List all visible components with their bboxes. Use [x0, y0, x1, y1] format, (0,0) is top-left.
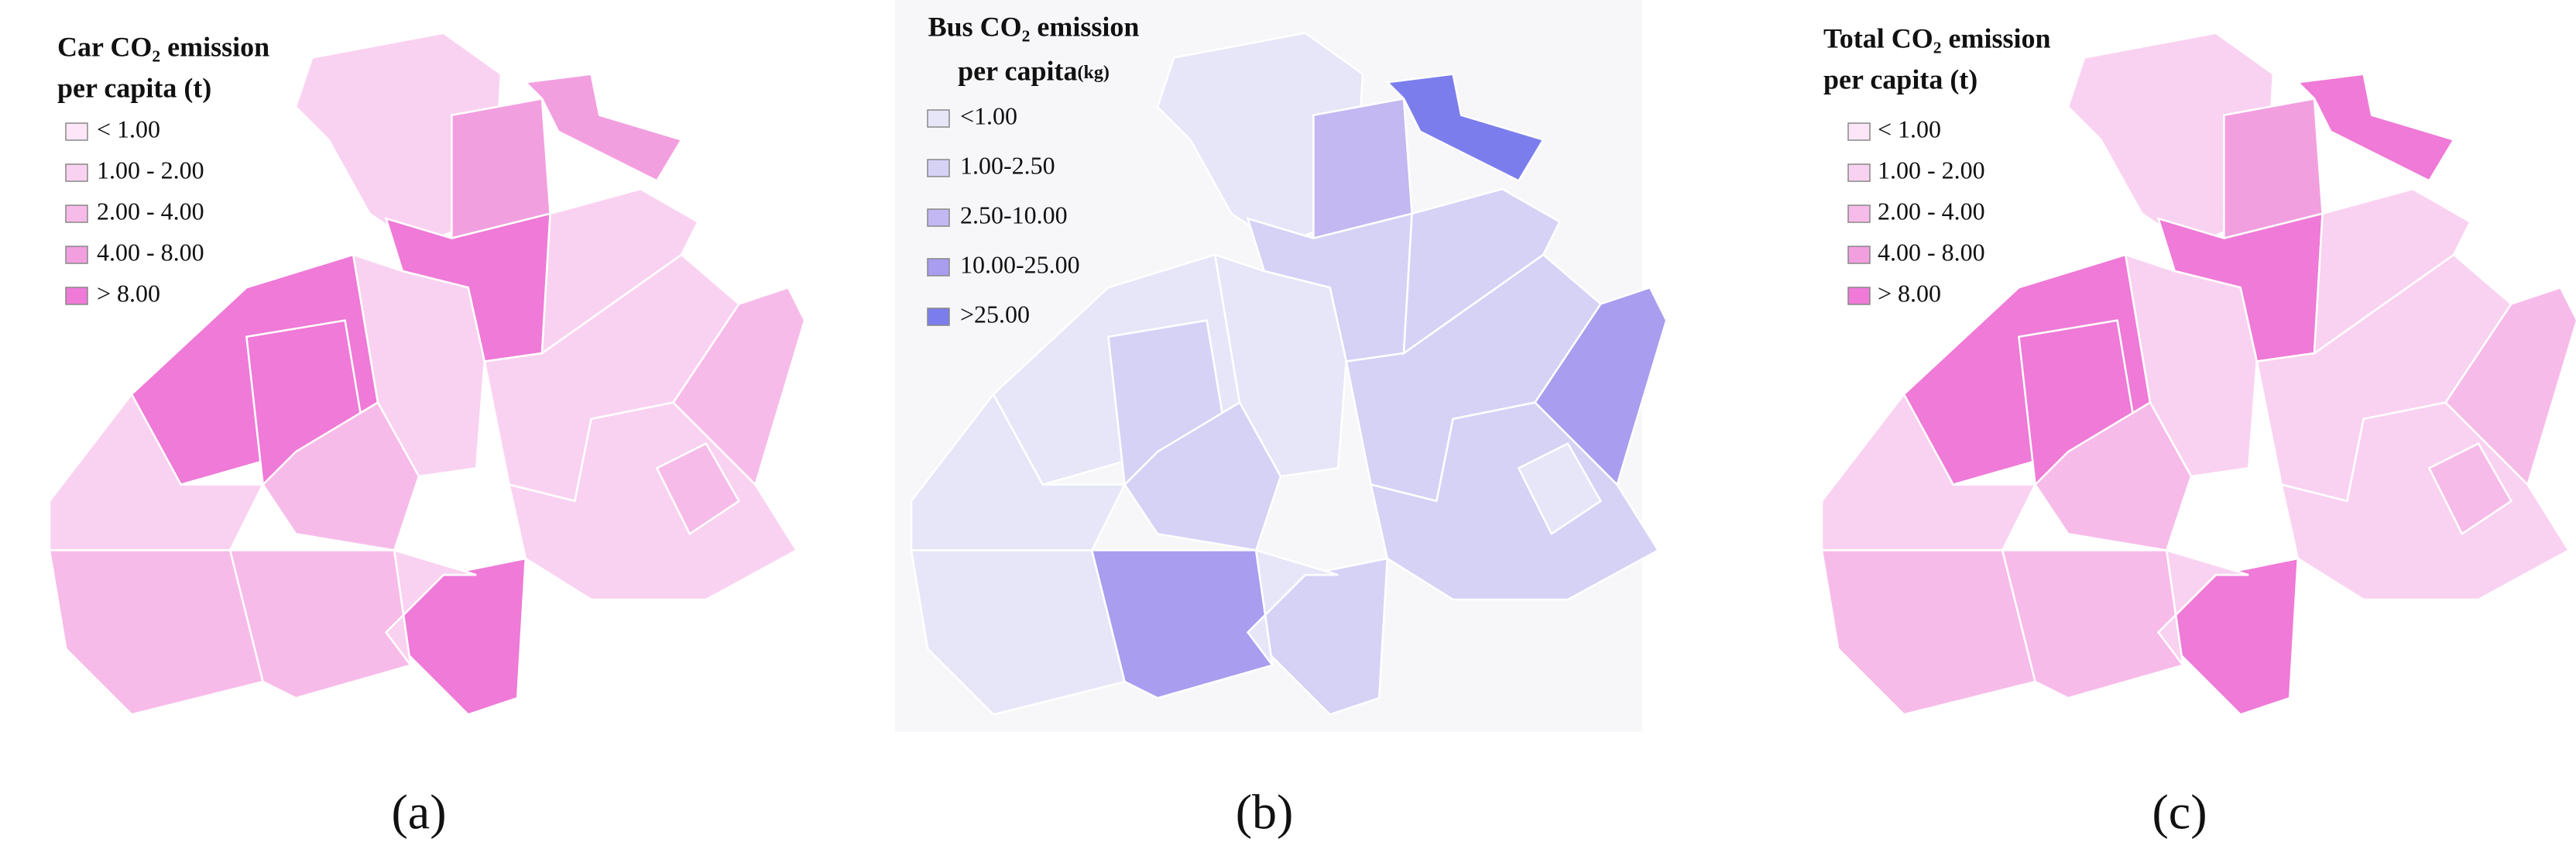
- legend-swatch: [927, 308, 950, 326]
- legend-label: 4.00 - 8.00: [97, 238, 204, 266]
- legend-swatch: [1847, 246, 1871, 264]
- region: [1246, 548, 1339, 666]
- caption: (c): [2152, 785, 2207, 840]
- legend-title: Bus CO₂ emission: [928, 11, 1140, 42]
- region: [2313, 187, 2472, 356]
- legend-swatch: [1847, 163, 1871, 182]
- legend-swatch: [1847, 287, 1871, 305]
- map: [48, 32, 806, 716]
- region: [507, 401, 798, 601]
- region: [523, 73, 684, 183]
- region: [655, 442, 741, 536]
- legend-label: 1.00-2.50: [960, 151, 1055, 179]
- region: [1385, 73, 1545, 183]
- legend-label: 2.00 - 4.00: [1878, 197, 1985, 225]
- region: [910, 549, 1127, 716]
- region: [1369, 401, 1660, 601]
- caption: (a): [391, 785, 446, 840]
- legend-title: per capita (t): [57, 72, 211, 103]
- legend-label: < 1.00: [1878, 115, 1941, 143]
- legend-label: 1.00 - 2.00: [1878, 156, 1985, 184]
- legend-label: > 8.00: [97, 279, 160, 307]
- region: [2279, 401, 2571, 601]
- region: [671, 286, 806, 487]
- region: [1820, 549, 2037, 716]
- legend-swatch: [65, 287, 88, 305]
- region: [384, 548, 477, 666]
- legend-label: 1.00 - 2.00: [97, 156, 204, 184]
- region: [2296, 73, 2456, 183]
- legend-swatch: [927, 109, 950, 128]
- legend-swatch: [65, 204, 88, 223]
- legend-swatch: [927, 159, 950, 177]
- legend-label: <1.00: [960, 101, 1017, 129]
- legend-label: < 1.00: [97, 115, 160, 143]
- legend-label: 4.00 - 8.00: [1878, 238, 1985, 266]
- region: [2444, 286, 2576, 487]
- legend-swatch: [65, 163, 88, 182]
- legend-label: >25.00: [960, 300, 1030, 328]
- legend-label: 2.00 - 4.00: [97, 197, 204, 225]
- legend-swatch: [65, 122, 88, 141]
- legend-swatch: [927, 258, 950, 277]
- region: [2156, 548, 2249, 666]
- legend-swatch: [1847, 204, 1871, 223]
- legend-label: > 8.00: [1878, 279, 1941, 307]
- map: [1820, 32, 2576, 716]
- legend-label: 10.00-25.00: [960, 250, 1080, 278]
- caption: (b): [1236, 785, 1294, 840]
- legend-swatch: [65, 246, 88, 264]
- region: [1402, 187, 1562, 356]
- region: [1090, 549, 1274, 699]
- region: [1533, 286, 1668, 487]
- map: [910, 32, 1668, 716]
- legend-swatch: [927, 208, 950, 227]
- legend-title: Total CO₂ emission: [1823, 22, 2051, 53]
- region: [1517, 442, 1603, 536]
- legend-title: Car CO₂ emission: [57, 31, 269, 62]
- region: [2001, 549, 2184, 699]
- legend-title: per capita (t): [1823, 64, 1977, 95]
- region: [228, 549, 412, 699]
- legend-swatch: [1847, 122, 1871, 141]
- region: [540, 187, 700, 356]
- region: [48, 549, 265, 716]
- legend-unit: (kg): [1077, 63, 1109, 83]
- legend-label: 2.50-10.00: [960, 201, 1068, 229]
- region: [2427, 442, 2513, 536]
